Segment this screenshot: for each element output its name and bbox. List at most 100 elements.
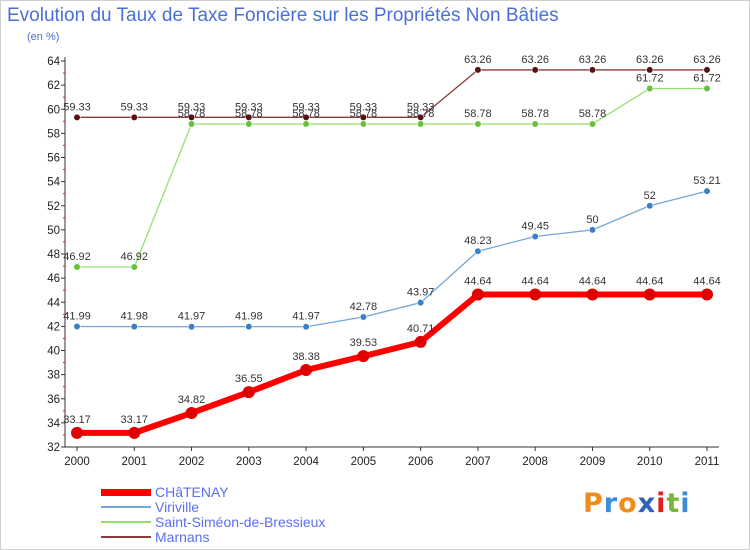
data-label: 61.72 <box>693 73 721 85</box>
y-tick-label: 32 <box>47 442 60 454</box>
data-label: 59.33 <box>350 101 378 113</box>
data-label: 61.72 <box>636 73 664 85</box>
data-point <box>73 113 81 121</box>
data-point <box>359 313 367 321</box>
data-point <box>130 113 138 121</box>
data-point <box>187 120 196 128</box>
data-label: 44.64 <box>521 276 549 288</box>
data-point <box>417 120 425 128</box>
y-tick-label: 50 <box>47 225 60 237</box>
data-point <box>357 350 370 363</box>
data-label: 41.98 <box>121 311 149 323</box>
data-label: 58.78 <box>235 108 263 120</box>
x-tick-label: 2006 <box>408 456 434 468</box>
data-point <box>703 66 711 74</box>
logo-letter: P <box>583 488 604 519</box>
data-label: 59.33 <box>178 101 206 113</box>
chart-title: Evolution du Taux de Taxe Foncière sur l… <box>7 5 559 26</box>
series-line-3 <box>76 69 708 118</box>
data-point <box>414 335 427 348</box>
data-label: 41.98 <box>235 311 263 323</box>
data-label: 41.99 <box>63 310 91 322</box>
data-label: 38.38 <box>292 351 320 363</box>
data-label: 58.78 <box>464 108 492 120</box>
data-point <box>646 202 654 210</box>
data-label: 33.17 <box>63 414 91 426</box>
x-tick-label: 2007 <box>465 456 491 468</box>
data-point <box>73 322 81 331</box>
x-tick-label: 2004 <box>293 456 319 468</box>
x-tick-label: 2011 <box>695 456 720 468</box>
legend-label: Viriville <box>155 499 200 515</box>
data-point <box>417 299 425 307</box>
data-point <box>302 120 310 128</box>
data-point <box>643 288 656 301</box>
x-tick-label: 2001 <box>121 456 147 468</box>
x-tick-label: 2005 <box>351 456 377 468</box>
x-tick-label: 2008 <box>522 456 548 468</box>
y-tick-label: 44 <box>47 297 60 309</box>
data-label: 63.26 <box>693 54 721 66</box>
legend-swatch <box>101 521 151 523</box>
legend-swatch <box>101 506 151 508</box>
data-label: 36.55 <box>235 373 263 385</box>
y-tick-label: 48 <box>47 249 60 261</box>
data-label: 59.33 <box>121 101 149 113</box>
data-label: 58.78 <box>292 108 320 120</box>
data-label: 46.92 <box>121 251 149 263</box>
data-label: 44.64 <box>464 276 492 288</box>
y-tick-label: 46 <box>47 273 60 285</box>
data-point <box>300 364 313 377</box>
data-label: 59.33 <box>292 101 320 113</box>
y-tick-label: 60 <box>47 104 60 116</box>
data-point <box>701 288 713 301</box>
y-tick-label: 42 <box>47 321 60 333</box>
data-point <box>703 187 711 195</box>
data-point <box>474 247 482 255</box>
data-label: 53.21 <box>693 175 721 187</box>
y-tick-label: 52 <box>47 201 60 213</box>
data-point <box>128 426 141 439</box>
y-tick-label: 58 <box>47 128 60 140</box>
x-tick-label: 2000 <box>64 456 90 468</box>
data-label: 50 <box>586 214 598 226</box>
y-tick-label: 54 <box>47 177 60 189</box>
data-label: 41.97 <box>178 311 206 323</box>
logo-letter: t <box>666 488 681 519</box>
data-point <box>73 263 81 271</box>
data-point <box>646 84 654 93</box>
y-tick-label: 56 <box>47 153 60 165</box>
data-label: 59.33 <box>235 101 263 113</box>
data-point <box>359 120 367 128</box>
data-point <box>130 263 138 271</box>
data-label: 44.64 <box>693 276 721 288</box>
y-tick-label: 40 <box>47 346 60 358</box>
data-label: 58.78 <box>579 108 607 120</box>
data-point <box>242 386 255 399</box>
x-tick-label: 2010 <box>637 456 663 468</box>
proxiti-logo: Proxiti <box>583 488 691 519</box>
data-point <box>529 288 542 301</box>
data-label: 52 <box>644 190 656 202</box>
logo-letter: o <box>618 488 638 519</box>
legend-label: Saint-Siméon-de-Bressieux <box>155 514 326 530</box>
data-label: 58.78 <box>521 108 549 120</box>
logo-letter: x <box>637 488 657 519</box>
data-point <box>531 66 539 74</box>
x-tick-label: 2009 <box>580 456 606 468</box>
data-label: 44.64 <box>579 276 607 288</box>
series-line-0 <box>74 291 710 436</box>
data-point <box>646 66 654 74</box>
data-label: 63.26 <box>636 54 664 66</box>
data-label: 58.78 <box>178 108 206 120</box>
data-label: 33.17 <box>121 414 149 426</box>
data-label: 42.78 <box>350 301 378 313</box>
data-label: 63.26 <box>464 54 492 66</box>
x-tick-label: 2003 <box>236 456 262 468</box>
data-label: 43.97 <box>407 287 435 299</box>
data-label: 41.97 <box>292 311 320 323</box>
y-tick-label: 62 <box>47 80 60 92</box>
y-tick-label: 36 <box>47 394 60 406</box>
